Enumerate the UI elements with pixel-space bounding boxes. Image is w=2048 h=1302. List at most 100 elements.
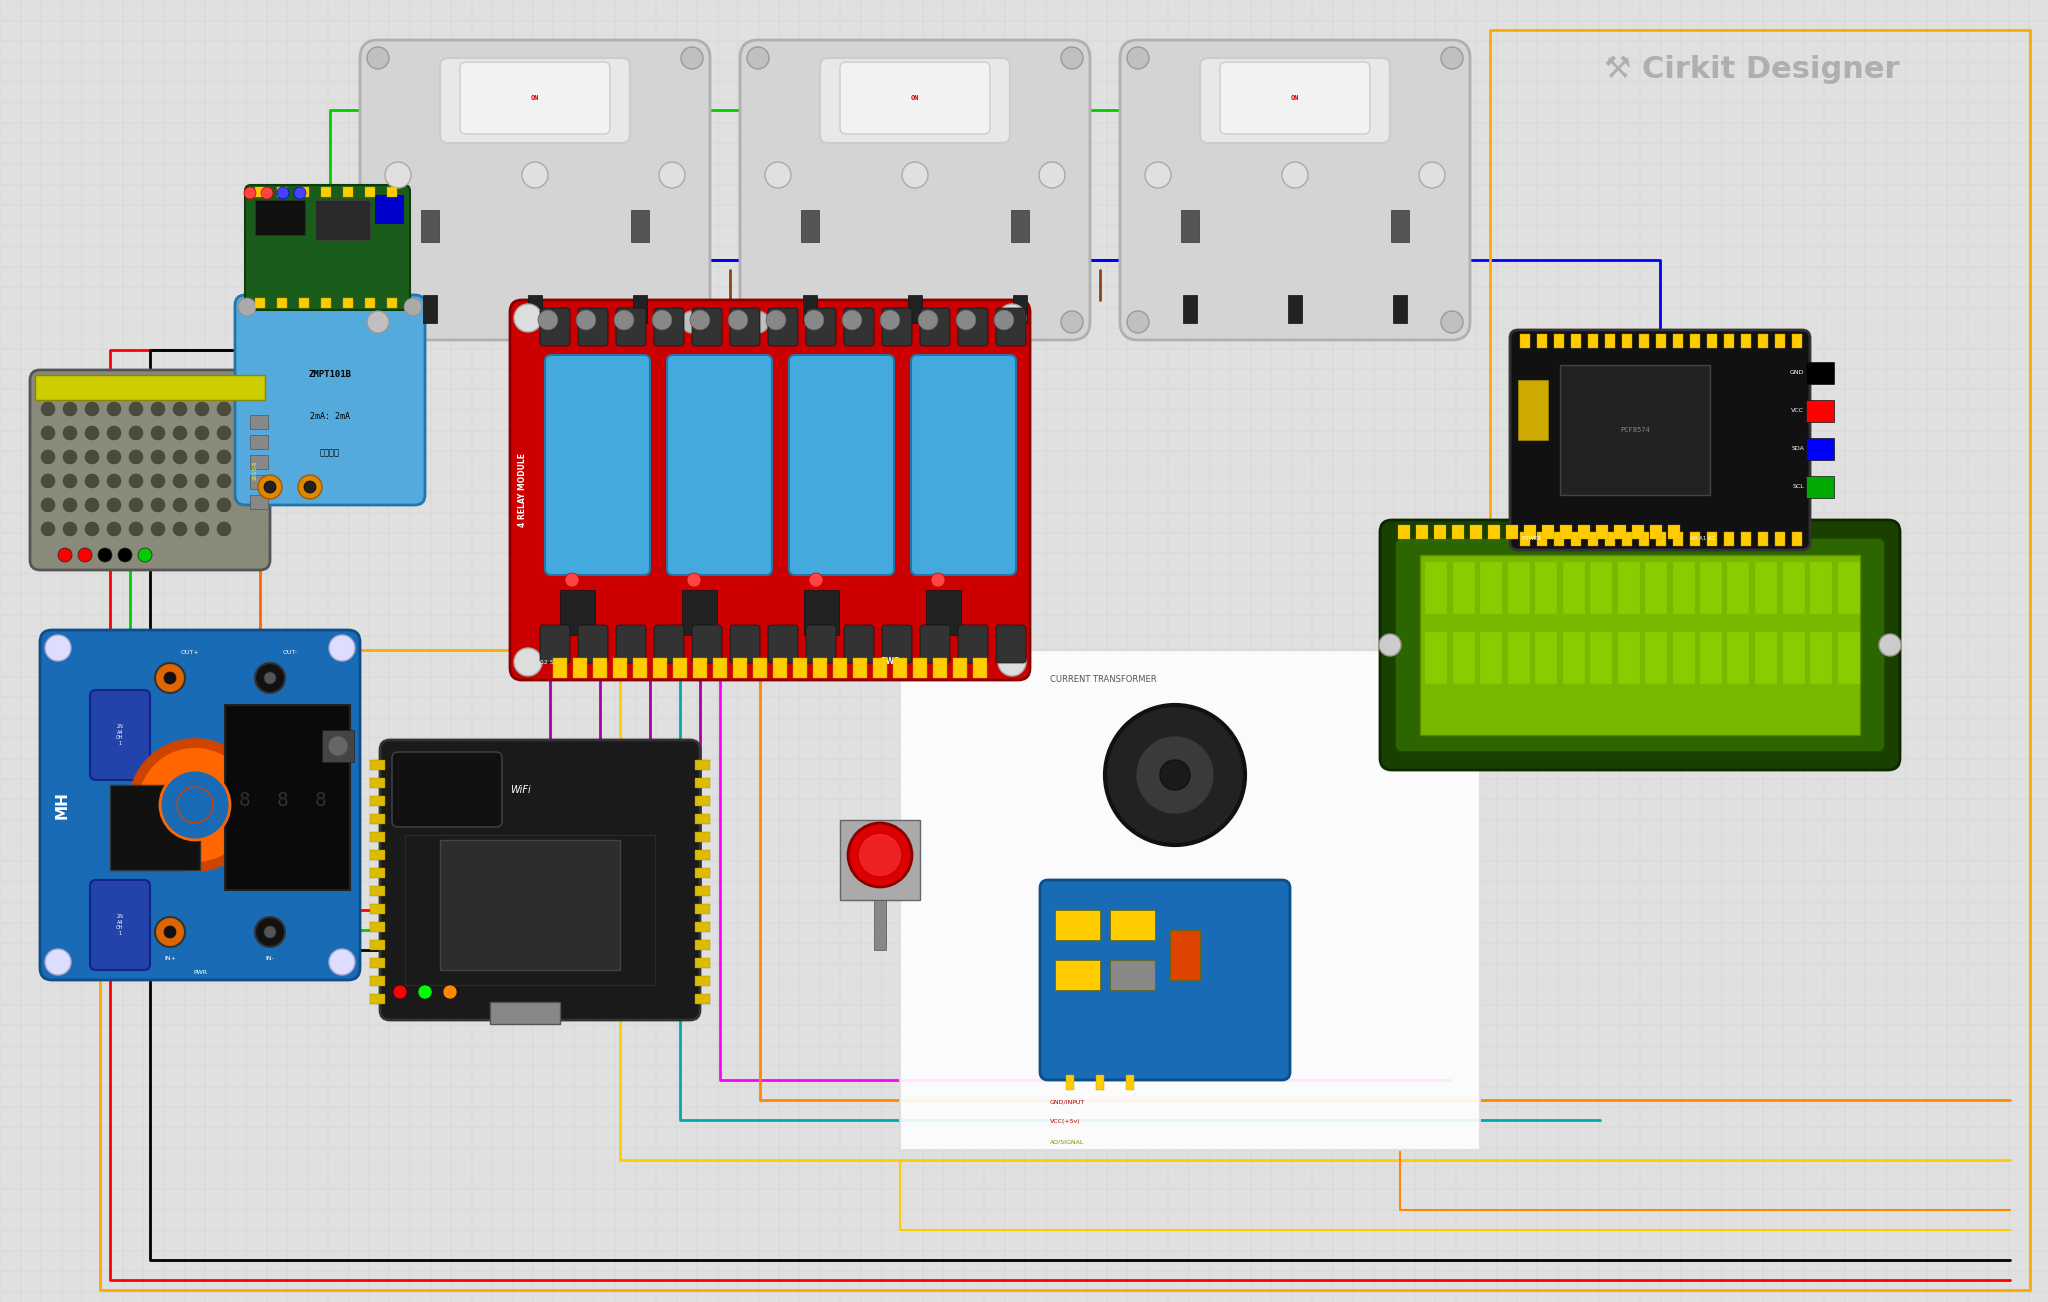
Bar xyxy=(371,885,385,896)
Circle shape xyxy=(195,378,209,392)
Bar xyxy=(694,904,711,914)
Circle shape xyxy=(41,450,55,464)
Circle shape xyxy=(217,497,231,512)
Bar xyxy=(1724,335,1735,348)
Bar xyxy=(1673,335,1683,348)
Circle shape xyxy=(152,497,166,512)
Circle shape xyxy=(1135,736,1214,815)
Bar xyxy=(1810,631,1833,684)
Bar xyxy=(682,590,717,635)
Bar xyxy=(365,298,375,309)
Circle shape xyxy=(129,474,143,488)
Bar xyxy=(276,187,287,197)
Text: VCC(+5v): VCC(+5v) xyxy=(1051,1120,1081,1125)
Circle shape xyxy=(1442,47,1462,69)
Circle shape xyxy=(727,310,748,329)
Bar xyxy=(1673,533,1683,546)
FancyBboxPatch shape xyxy=(883,309,911,346)
Bar xyxy=(1645,562,1667,615)
Bar xyxy=(573,658,588,678)
FancyBboxPatch shape xyxy=(360,40,711,340)
FancyBboxPatch shape xyxy=(541,625,569,663)
Bar xyxy=(1055,910,1100,940)
Bar xyxy=(1757,335,1767,348)
Bar xyxy=(1837,562,1860,615)
Circle shape xyxy=(63,426,78,440)
Bar xyxy=(1415,525,1427,539)
Circle shape xyxy=(106,497,121,512)
FancyBboxPatch shape xyxy=(31,370,270,570)
Bar xyxy=(1776,533,1786,546)
Circle shape xyxy=(256,663,285,693)
Circle shape xyxy=(172,497,186,512)
Bar xyxy=(225,704,350,891)
Circle shape xyxy=(1145,161,1171,187)
Bar xyxy=(772,658,786,678)
Text: 择明电子: 择明电子 xyxy=(319,448,340,457)
Bar xyxy=(1657,335,1665,348)
Bar xyxy=(1169,930,1200,980)
Bar xyxy=(1507,631,1530,684)
Text: A0 A1 A2: A0 A1 A2 xyxy=(1690,535,1716,540)
FancyBboxPatch shape xyxy=(840,62,989,134)
Bar xyxy=(1481,631,1501,684)
Text: 8: 8 xyxy=(315,790,328,810)
Circle shape xyxy=(195,426,209,440)
FancyBboxPatch shape xyxy=(768,309,799,346)
Circle shape xyxy=(41,474,55,488)
FancyBboxPatch shape xyxy=(381,740,700,1019)
Bar xyxy=(1638,533,1649,546)
Bar xyxy=(874,900,887,950)
Bar xyxy=(1481,562,1501,615)
Bar xyxy=(322,298,332,309)
Bar xyxy=(371,832,385,842)
Circle shape xyxy=(217,474,231,488)
Bar xyxy=(1729,562,1749,615)
Bar xyxy=(1055,960,1100,990)
Bar xyxy=(440,840,621,970)
Circle shape xyxy=(217,426,231,440)
Circle shape xyxy=(393,986,408,999)
Bar xyxy=(256,201,305,234)
Circle shape xyxy=(256,917,285,947)
Circle shape xyxy=(1159,760,1190,790)
Circle shape xyxy=(385,161,412,187)
FancyBboxPatch shape xyxy=(729,625,760,663)
Bar xyxy=(315,201,371,240)
Bar xyxy=(35,375,264,400)
Bar xyxy=(276,298,287,309)
Bar xyxy=(694,760,711,769)
Bar xyxy=(299,298,309,309)
FancyBboxPatch shape xyxy=(461,62,610,134)
Circle shape xyxy=(748,47,768,69)
Bar xyxy=(371,940,385,950)
Bar xyxy=(1810,562,1833,615)
Circle shape xyxy=(418,986,432,999)
Bar xyxy=(250,454,268,469)
Circle shape xyxy=(1378,634,1401,656)
Text: 4 RELAY MODULE: 4 RELAY MODULE xyxy=(518,453,526,527)
Circle shape xyxy=(367,47,389,69)
Circle shape xyxy=(41,426,55,440)
Bar xyxy=(371,958,385,967)
Bar xyxy=(256,187,264,197)
Bar xyxy=(1520,533,1530,546)
Bar xyxy=(250,495,268,509)
Circle shape xyxy=(1106,704,1245,845)
Bar xyxy=(952,658,967,678)
Circle shape xyxy=(156,917,184,947)
Circle shape xyxy=(690,310,711,329)
Text: 2N
A4
OH
1: 2N A4 OH 1 xyxy=(117,724,123,746)
Circle shape xyxy=(106,522,121,536)
FancyBboxPatch shape xyxy=(729,309,760,346)
Bar xyxy=(371,760,385,769)
Bar xyxy=(528,296,543,323)
FancyBboxPatch shape xyxy=(844,625,874,663)
Bar xyxy=(633,296,647,323)
Bar xyxy=(1755,562,1778,615)
Circle shape xyxy=(858,833,901,878)
Circle shape xyxy=(276,187,289,199)
Circle shape xyxy=(258,475,283,499)
Bar xyxy=(1452,562,1475,615)
Circle shape xyxy=(41,522,55,536)
